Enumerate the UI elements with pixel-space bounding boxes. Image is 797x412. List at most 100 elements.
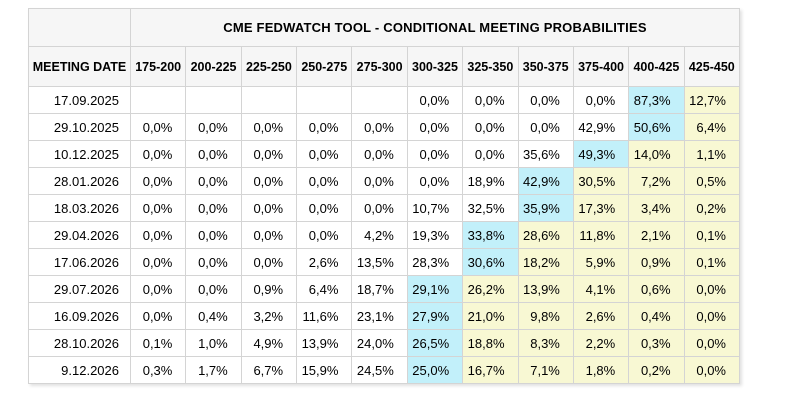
probability-cell: 0,9% bbox=[628, 248, 685, 276]
probability-cell: 6,4% bbox=[683, 113, 741, 141]
probability-cell: 35,6% bbox=[517, 140, 574, 168]
probability-cell: 4,9% bbox=[240, 329, 298, 357]
probability-cell bbox=[185, 86, 242, 114]
probability-cell: 0,0% bbox=[185, 167, 242, 195]
table-row: 28.01.2026 0,0% 0,0% 0,0% 0,0% 0,0% 0,0% 18,9% 4… bbox=[28, 167, 741, 195]
probability-cell: 0,0% bbox=[296, 113, 353, 141]
probability-cell: 0,0% bbox=[351, 113, 408, 141]
probability-cell: 6,4% bbox=[296, 275, 353, 303]
probability-cell: 1,7% bbox=[185, 356, 242, 384]
probability-cell: 42,9% bbox=[572, 113, 630, 141]
probability-cell: 0,0% bbox=[462, 113, 519, 141]
probability-cell: 0,0% bbox=[185, 275, 242, 303]
probability-cell: 50,6% bbox=[628, 113, 685, 141]
probability-cell: 23,1% bbox=[351, 302, 408, 330]
probability-cell: 3,4% bbox=[628, 194, 685, 222]
meeting-date-cell: 29.04.2026 bbox=[28, 221, 131, 249]
probability-cell: 0,0% bbox=[683, 275, 741, 303]
probability-cell: 1,8% bbox=[572, 356, 630, 384]
probability-cell: 0,1% bbox=[683, 221, 741, 249]
probability-cell: 15,9% bbox=[296, 356, 353, 384]
probability-cell: 2,6% bbox=[572, 302, 630, 330]
table-row: 28.10.2026 0,1% 1,0% 4,9% 13,9% 24,0% 26,5% 18,… bbox=[28, 329, 741, 357]
corner-cell bbox=[28, 8, 131, 47]
table-row: 18.03.2026 0,0% 0,0% 0,0% 0,0% 0,0% 10,7% 32,5%… bbox=[28, 194, 741, 222]
probability-cell: 0,9% bbox=[240, 275, 298, 303]
probability-cell: 0,1% bbox=[129, 329, 187, 357]
probability-cell: 2,2% bbox=[572, 329, 630, 357]
probability-cell: 0,2% bbox=[683, 194, 741, 222]
probability-cell: 3,2% bbox=[240, 302, 298, 330]
rate-range-header: 425-450 bbox=[683, 46, 741, 87]
probability-cell: 0,0% bbox=[296, 140, 353, 168]
probability-cell: 28,3% bbox=[406, 248, 464, 276]
meeting-date-cell: 10.12.2025 bbox=[28, 140, 131, 168]
probability-cell: 0,0% bbox=[462, 140, 519, 168]
meeting-date-cell: 17.06.2026 bbox=[28, 248, 131, 276]
probability-cell: 13,5% bbox=[351, 248, 408, 276]
rate-range-header: 300-325 bbox=[406, 46, 464, 87]
probability-cell: 14,0% bbox=[628, 140, 685, 168]
probability-cell: 0,0% bbox=[296, 194, 353, 222]
probability-cell: 0,6% bbox=[628, 275, 685, 303]
probability-cell: 0,0% bbox=[351, 167, 408, 195]
probability-cell: 4,2% bbox=[351, 221, 408, 249]
probability-cell: 0,0% bbox=[185, 194, 242, 222]
table-row: 9.12.2026 0,3% 1,7% 6,7% 15,9% 24,5% 25,0% 16,7… bbox=[28, 356, 741, 384]
probability-cell: 5,9% bbox=[572, 248, 630, 276]
table-row: 17.06.2026 0,0% 0,0% 0,0% 2,6% 13,5% 28,3% 30,6… bbox=[28, 248, 741, 276]
probability-cell: 1,0% bbox=[185, 329, 242, 357]
probability-cell: 0,0% bbox=[129, 140, 187, 168]
probability-cell: 11,8% bbox=[572, 221, 630, 249]
probability-cell: 10,7% bbox=[406, 194, 464, 222]
probability-cell: 0,0% bbox=[406, 167, 464, 195]
probability-cell bbox=[240, 86, 298, 114]
probability-cell: 42,9% bbox=[517, 167, 574, 195]
probability-rows: 17.09.2025 0,0% 0,0% 0,0% 0,0% 87,3% 12,7% 29.1… bbox=[28, 86, 741, 384]
table-title: CME FEDWATCH TOOL - CONDITIONAL MEETING … bbox=[130, 8, 740, 47]
probability-cell: 30,6% bbox=[462, 248, 519, 276]
probability-cell: 12,7% bbox=[683, 86, 741, 114]
probability-cell: 0,0% bbox=[240, 221, 298, 249]
probability-cell: 19,3% bbox=[406, 221, 464, 249]
probability-cell: 0,4% bbox=[628, 302, 685, 330]
probability-cell bbox=[351, 86, 408, 114]
probability-cell: 25,0% bbox=[406, 356, 464, 384]
probability-cell: 0,0% bbox=[351, 194, 408, 222]
probability-cell: 13,9% bbox=[296, 329, 353, 357]
probability-cell: 0,0% bbox=[517, 86, 574, 114]
probability-cell: 0,0% bbox=[129, 248, 187, 276]
meeting-date-cell: 29.10.2025 bbox=[28, 113, 131, 141]
probability-cell: 0,0% bbox=[296, 167, 353, 195]
table-row: 29.10.2025 0,0% 0,0% 0,0% 0,0% 0,0% 0,0% 0,0% 0,… bbox=[28, 113, 741, 141]
title-row: CME FEDWATCH TOOL - CONDITIONAL MEETING … bbox=[28, 8, 740, 47]
probability-cell: 8,3% bbox=[517, 329, 574, 357]
probability-cell: 35,9% bbox=[517, 194, 574, 222]
probability-cell: 0,0% bbox=[129, 113, 187, 141]
probability-cell: 7,2% bbox=[628, 167, 685, 195]
probability-cell: 0,0% bbox=[462, 86, 519, 114]
probability-cell: 9,8% bbox=[517, 302, 574, 330]
meeting-date-cell: 28.01.2026 bbox=[28, 167, 131, 195]
probability-cell: 2,6% bbox=[296, 248, 353, 276]
probability-cell: 7,1% bbox=[517, 356, 574, 384]
probability-cell: 0,0% bbox=[185, 221, 242, 249]
probability-cell: 0,3% bbox=[129, 356, 187, 384]
probability-cell: 0,4% bbox=[185, 302, 242, 330]
rate-range-header: 250-275 bbox=[296, 46, 353, 87]
table-row: 29.07.2026 0,0% 0,0% 0,9% 6,4% 18,7% 29,1% 26,2… bbox=[28, 275, 741, 303]
meeting-date-cell: 16.09.2026 bbox=[28, 302, 131, 330]
probability-cell: 28,6% bbox=[517, 221, 574, 249]
probability-cell: 0,0% bbox=[240, 194, 298, 222]
probability-cell: 16,7% bbox=[462, 356, 519, 384]
probability-cell: 49,3% bbox=[572, 140, 630, 168]
probability-cell: 0,0% bbox=[351, 140, 408, 168]
probability-cell: 0,0% bbox=[129, 194, 187, 222]
probability-cell: 24,0% bbox=[351, 329, 408, 357]
probability-cell: 0,0% bbox=[683, 302, 741, 330]
rate-range-header: 325-350 bbox=[462, 46, 519, 87]
probability-cell: 0,5% bbox=[683, 167, 741, 195]
rate-range-header: 350-375 bbox=[517, 46, 574, 87]
probability-cell: 0,2% bbox=[628, 356, 685, 384]
